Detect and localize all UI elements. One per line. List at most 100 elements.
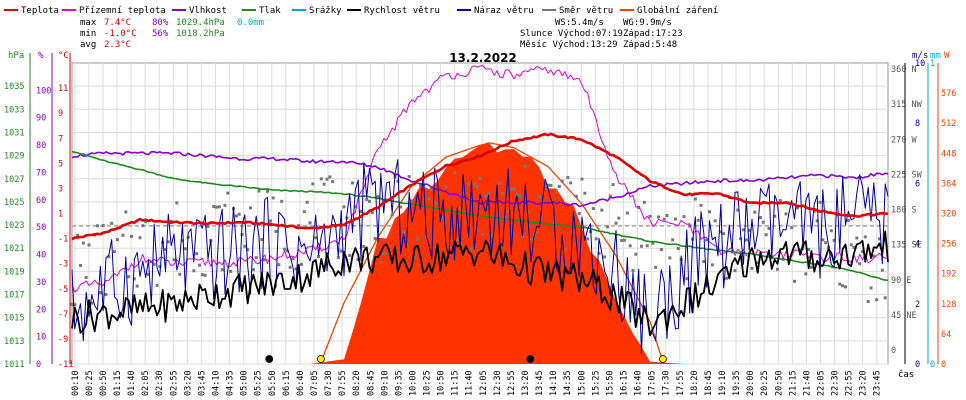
direction-point	[818, 200, 822, 204]
direction-point	[274, 229, 278, 233]
x-tick-label: 21:15	[788, 370, 798, 396]
direction-point	[750, 266, 754, 270]
wind-tick: 2	[915, 300, 920, 310]
direction-point	[141, 224, 145, 228]
x-tick-label: 09:35	[394, 370, 404, 396]
direction-point	[87, 243, 91, 247]
direction-point	[458, 207, 462, 211]
direction-point	[855, 236, 859, 240]
direction-point	[402, 230, 405, 234]
x-tick-label: 03:20	[183, 370, 193, 396]
direction-point	[526, 210, 530, 214]
direction-point	[300, 262, 303, 266]
x-tick-label: 13:20	[521, 370, 531, 396]
direction-point	[144, 220, 148, 224]
x-tick-label: 23:20	[859, 370, 869, 396]
direction-point	[251, 268, 255, 272]
direction-point	[549, 183, 553, 187]
wind-tick: 4	[915, 240, 920, 250]
direction-point	[784, 212, 788, 216]
direction-point	[761, 220, 765, 224]
x-tick-label: 15:00	[577, 370, 587, 396]
direction-point	[294, 267, 298, 271]
direction-point	[90, 301, 94, 305]
direction-point	[399, 205, 403, 209]
humidity-tick: 20	[36, 305, 46, 315]
direction-point	[308, 221, 312, 225]
x-tick-label: 10:00	[408, 370, 418, 396]
direction-point	[110, 221, 114, 225]
direction-point	[603, 255, 607, 259]
direction-point	[866, 300, 870, 304]
direction-point	[277, 263, 281, 267]
x-tick-label: 07:05	[310, 370, 320, 396]
direction-point	[693, 197, 697, 201]
direction-point	[645, 244, 649, 248]
x-tick-label: 08:45	[366, 370, 376, 396]
direction-point	[311, 182, 315, 186]
direction-point	[164, 247, 167, 251]
stat-min-press: 1018.2hPa	[176, 29, 225, 39]
direction-point	[637, 205, 641, 209]
direction-point	[226, 191, 230, 195]
direction-point	[203, 273, 207, 277]
direction-point	[263, 258, 267, 262]
direction-tick: 180 S	[891, 206, 917, 216]
temperature-tick: 11	[58, 84, 68, 94]
temperature-tick: 1	[58, 210, 63, 220]
direction-point	[246, 248, 250, 252]
direction-point	[614, 221, 618, 225]
x-tick-label: 22:30	[831, 370, 841, 396]
direction-point	[178, 272, 182, 276]
direction-point	[546, 183, 550, 187]
x-tick-label: 14:35	[563, 370, 573, 396]
direction-point	[744, 238, 748, 242]
direction-point	[790, 226, 794, 230]
direction-point	[846, 218, 850, 222]
direction-point	[453, 171, 456, 175]
temperature-tick: -3	[58, 260, 68, 270]
direction-point	[583, 191, 587, 195]
series-line	[71, 132, 889, 241]
wind-tick: 0	[915, 360, 920, 370]
direction-point	[215, 205, 218, 209]
direction-point	[348, 253, 352, 257]
direction-tick: 360 N	[891, 65, 917, 75]
direction-point	[832, 238, 836, 242]
direction-point	[708, 210, 711, 214]
direction-point	[455, 238, 459, 242]
unit-rain: mm	[930, 51, 941, 61]
direction-point	[370, 211, 374, 215]
direction-point	[538, 195, 541, 199]
direction-point	[472, 182, 476, 186]
direction-point	[778, 199, 782, 203]
series-line	[71, 150, 889, 282]
temperature-tick: -1	[58, 235, 68, 245]
humidity-tick: 80	[36, 141, 46, 151]
direction-point	[84, 275, 88, 279]
x-tick-label: 18:45	[704, 370, 714, 396]
direction-point	[702, 259, 706, 263]
direction-point	[829, 229, 833, 233]
direction-point	[396, 179, 400, 183]
direction-point	[470, 247, 473, 251]
direction-point	[776, 267, 779, 271]
legend-item: Tlak	[259, 6, 281, 16]
direction-point	[676, 247, 680, 251]
radiation-tick: 192	[941, 270, 956, 280]
x-tick-label: 03:45	[197, 370, 207, 396]
direction-tick: 0	[891, 346, 896, 356]
direction-point	[271, 196, 275, 200]
pressure-tick: 1017	[4, 291, 24, 301]
direction-point	[710, 263, 714, 267]
direction-point	[138, 236, 142, 240]
direction-point	[206, 224, 210, 228]
direction-point	[489, 233, 493, 237]
direction-point	[382, 251, 386, 255]
direction-point	[798, 248, 802, 252]
x-tick-label: 17:55	[676, 370, 686, 396]
x-tick-label: 02:55	[169, 370, 179, 396]
stat-max-hum: 80%	[152, 18, 169, 28]
pressure-tick: 1023	[4, 221, 24, 231]
